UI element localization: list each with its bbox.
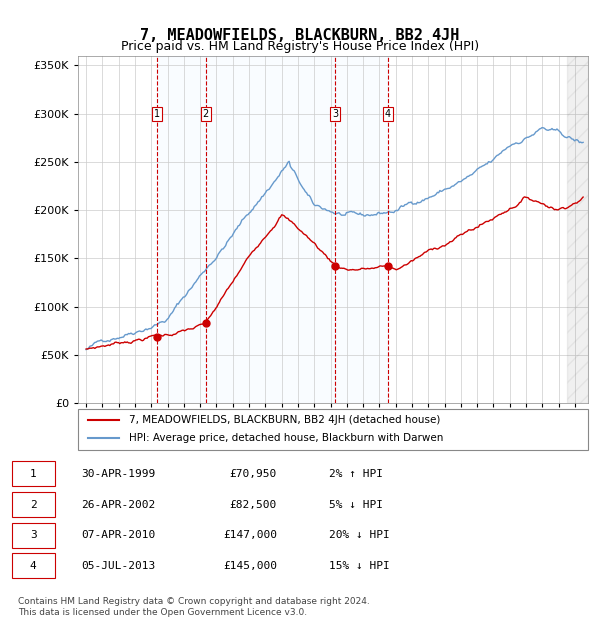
Text: 05-JUL-2013: 05-JUL-2013 (81, 561, 155, 571)
FancyBboxPatch shape (12, 461, 55, 486)
Text: 2% ↑ HPI: 2% ↑ HPI (329, 469, 383, 479)
Text: 30-APR-1999: 30-APR-1999 (81, 469, 155, 479)
Text: £147,000: £147,000 (223, 530, 277, 540)
FancyBboxPatch shape (12, 553, 55, 578)
FancyBboxPatch shape (78, 409, 588, 450)
Text: 4: 4 (30, 561, 37, 571)
Text: £82,500: £82,500 (230, 500, 277, 510)
Text: 2: 2 (30, 500, 37, 510)
Text: Price paid vs. HM Land Registry's House Price Index (HPI): Price paid vs. HM Land Registry's House … (121, 40, 479, 53)
Text: 1: 1 (154, 108, 160, 118)
FancyBboxPatch shape (12, 523, 55, 548)
Text: 7, MEADOWFIELDS, BLACKBURN, BB2 4JH (detached house): 7, MEADOWFIELDS, BLACKBURN, BB2 4JH (det… (129, 415, 440, 425)
Bar (157, 56, 206, 403)
Text: 2: 2 (202, 108, 209, 118)
Text: £70,950: £70,950 (230, 469, 277, 479)
Text: 3: 3 (332, 108, 338, 118)
Text: 7, MEADOWFIELDS, BLACKBURN, BB2 4JH: 7, MEADOWFIELDS, BLACKBURN, BB2 4JH (140, 28, 460, 43)
Text: 4: 4 (385, 108, 391, 118)
Text: 07-APR-2010: 07-APR-2010 (81, 530, 155, 540)
Text: 26-APR-2002: 26-APR-2002 (81, 500, 155, 510)
Text: 3: 3 (30, 530, 37, 540)
FancyBboxPatch shape (12, 492, 55, 517)
Bar (206, 56, 335, 403)
Text: HPI: Average price, detached house, Blackburn with Darwen: HPI: Average price, detached house, Blac… (129, 433, 443, 443)
Bar (567, 56, 588, 403)
Text: 15% ↓ HPI: 15% ↓ HPI (329, 561, 389, 571)
Text: 1: 1 (30, 469, 37, 479)
Text: 5% ↓ HPI: 5% ↓ HPI (329, 500, 383, 510)
Text: 20% ↓ HPI: 20% ↓ HPI (329, 530, 389, 540)
Bar (335, 56, 388, 403)
Text: Contains HM Land Registry data © Crown copyright and database right 2024.
This d: Contains HM Land Registry data © Crown c… (18, 598, 370, 617)
Text: £145,000: £145,000 (223, 561, 277, 571)
